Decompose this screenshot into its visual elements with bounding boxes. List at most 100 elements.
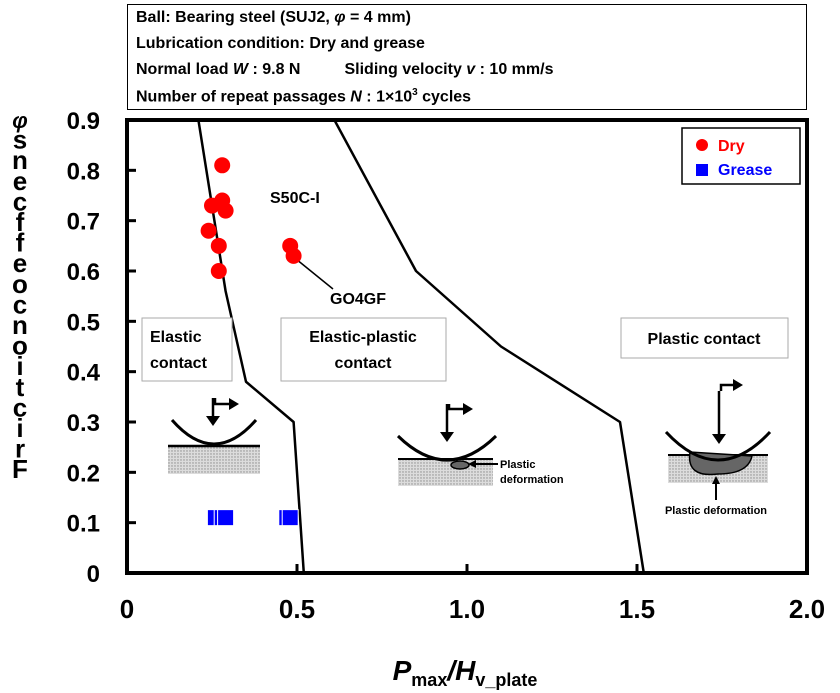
xlabel-h: /H: [445, 655, 476, 686]
dry-point: [214, 157, 231, 174]
elastic-load-arrowhead: [206, 416, 220, 426]
xlabel-sub-plate: v_plate: [475, 670, 537, 690]
y-axis-label-glyph: e: [13, 248, 27, 278]
passages-value: : 1×10: [361, 88, 413, 106]
plastic-pointer-head: [712, 476, 720, 484]
y-axis-label-glyph: F: [12, 454, 28, 484]
y-axis-label-glyph: φ: [12, 108, 27, 133]
ep-deformation-label-line1: Plastic: [500, 459, 535, 471]
plastic-load-arrowhead: [712, 434, 726, 444]
go4gf-leader: [295, 258, 334, 290]
elastic-plastic-label-line2: contact: [335, 355, 393, 372]
velocity-value: : 10 mm/s: [475, 61, 554, 78]
ep-load-arrowhead: [440, 432, 454, 442]
xlabel-p: P: [393, 655, 412, 686]
load-value: : 9.8 N: [248, 61, 301, 78]
legend-dry-label: Dry: [718, 138, 745, 155]
y-axis-label-glyph: f: [16, 207, 25, 237]
xlabel-sub-max: max: [411, 670, 447, 690]
plastic-label-box: [620, 317, 789, 359]
y-tick-label: 0: [87, 561, 100, 588]
load-label: Normal load: [136, 61, 233, 78]
grease-point: [281, 509, 299, 527]
x-tick-label: 0: [120, 594, 134, 624]
ep-pointer-head: [468, 460, 476, 468]
y-tick-label: 0.2: [67, 460, 100, 487]
elastic-label-box: [141, 317, 233, 382]
condition-passages: Number of repeat passages N : 1×103 cycl…: [136, 87, 471, 106]
ball-diameter: = 4 mm): [345, 9, 411, 26]
condition-load-velocity: Normal load W : 9.8 N Sliding velocity v …: [136, 61, 553, 79]
x-tick-label: 2.0: [789, 594, 825, 624]
y-axis-label-glyph: o: [12, 331, 28, 361]
legend-dry-marker: [696, 139, 708, 151]
y-axis-label-glyph: f: [16, 228, 25, 258]
elastic-slide-arrow: [213, 398, 233, 406]
x-axis-label: Pmax/Hv_plate: [393, 655, 538, 690]
condition-ball: Ball: Bearing steel (SUJ2, φ = 4 mm): [136, 9, 411, 27]
plastic-ball: [664, 430, 772, 462]
elastic-plastic-label-line1: Elastic-plastic: [309, 329, 417, 346]
regime-boundary-line: [333, 119, 646, 574]
load-symbol: W: [232, 61, 249, 78]
elastic-plate: [168, 446, 260, 474]
plastic-contact-schematic: [664, 379, 772, 500]
plastic-slide-arrow: [719, 383, 737, 391]
y-axis-label-glyph: s: [13, 125, 27, 155]
elastic-label-line2: contact: [150, 355, 208, 372]
x-axis-ticks: 0 0.5 1.0 1.5 2.0: [120, 564, 825, 624]
elastic-label-line1: Elastic: [150, 329, 202, 346]
regime-boundaries: [197, 119, 646, 574]
y-axis-label-glyph: i: [16, 351, 23, 381]
elastic-ball: [170, 419, 258, 446]
ep-ball: [396, 434, 498, 462]
grease-point: [217, 509, 235, 527]
phi-symbol: φ: [334, 9, 346, 26]
y-axis-label-glyph: o: [12, 269, 28, 299]
passages-label: Number of repeat passages: [136, 88, 351, 106]
plastic-deformation-label: Plastic deformation: [665, 505, 767, 517]
dry-point: [210, 263, 227, 279]
ep-deformation-zone: [450, 460, 470, 470]
y-tick-label: 0.6: [67, 259, 100, 286]
legend: Dry Grease: [681, 127, 801, 185]
elastic-slide-arrowhead: [229, 398, 239, 410]
y-axis-label-glyph: i: [16, 413, 23, 443]
x-tick-label: 1.0: [449, 594, 485, 624]
elastic-plastic-label-box: [280, 317, 447, 382]
ep-slide-arrowhead: [463, 403, 473, 415]
legend-grease-label: Grease: [718, 162, 772, 179]
go4gf-label: GO4GF: [330, 291, 386, 308]
y-axis-label-glyph: n: [12, 310, 28, 340]
x-tick-label: 1.5: [619, 594, 655, 624]
dry-point: [210, 237, 227, 254]
elastic-plastic-schematic: [396, 403, 498, 486]
ball-text: Ball: Bearing steel (SUJ2,: [136, 9, 335, 26]
y-axis-label-glyph: c: [13, 186, 27, 216]
dry-point: [204, 197, 220, 214]
dry-point: [200, 222, 217, 239]
y-tick-label: 0.9: [67, 108, 100, 135]
y-tick-label: 0.3: [67, 410, 100, 437]
condition-lubrication: Lubrication condition: Dry and grease: [136, 35, 425, 52]
y-tick-label: 0.4: [67, 360, 101, 387]
plastic-label: Plastic contact: [648, 331, 762, 348]
y-axis-label-glyph: e: [13, 166, 27, 196]
ep-slide-arrow: [447, 404, 467, 411]
y-tick-label: 0.7: [67, 209, 100, 236]
dry-point: [285, 247, 302, 264]
data-points: [200, 157, 302, 527]
y-tick-label: 0.5: [67, 309, 100, 336]
y-tick-label: 0.8: [67, 158, 100, 185]
ep-deformation-label-line2: deformation: [500, 474, 564, 486]
s50c-label: S50C-I: [270, 190, 320, 207]
dry-point: [217, 202, 234, 219]
plastic-slide-arrowhead: [733, 379, 743, 391]
test-conditions-box: Ball: Bearing steel (SUJ2, φ = 4 mm) Lub…: [127, 4, 807, 110]
y-axis-label-glyph: c: [13, 392, 27, 422]
passages-unit: cycles: [417, 88, 472, 106]
y-axis-label-glyph: r: [15, 434, 25, 464]
velocity-symbol: v: [466, 61, 476, 78]
legend-grease-marker: [696, 164, 708, 176]
